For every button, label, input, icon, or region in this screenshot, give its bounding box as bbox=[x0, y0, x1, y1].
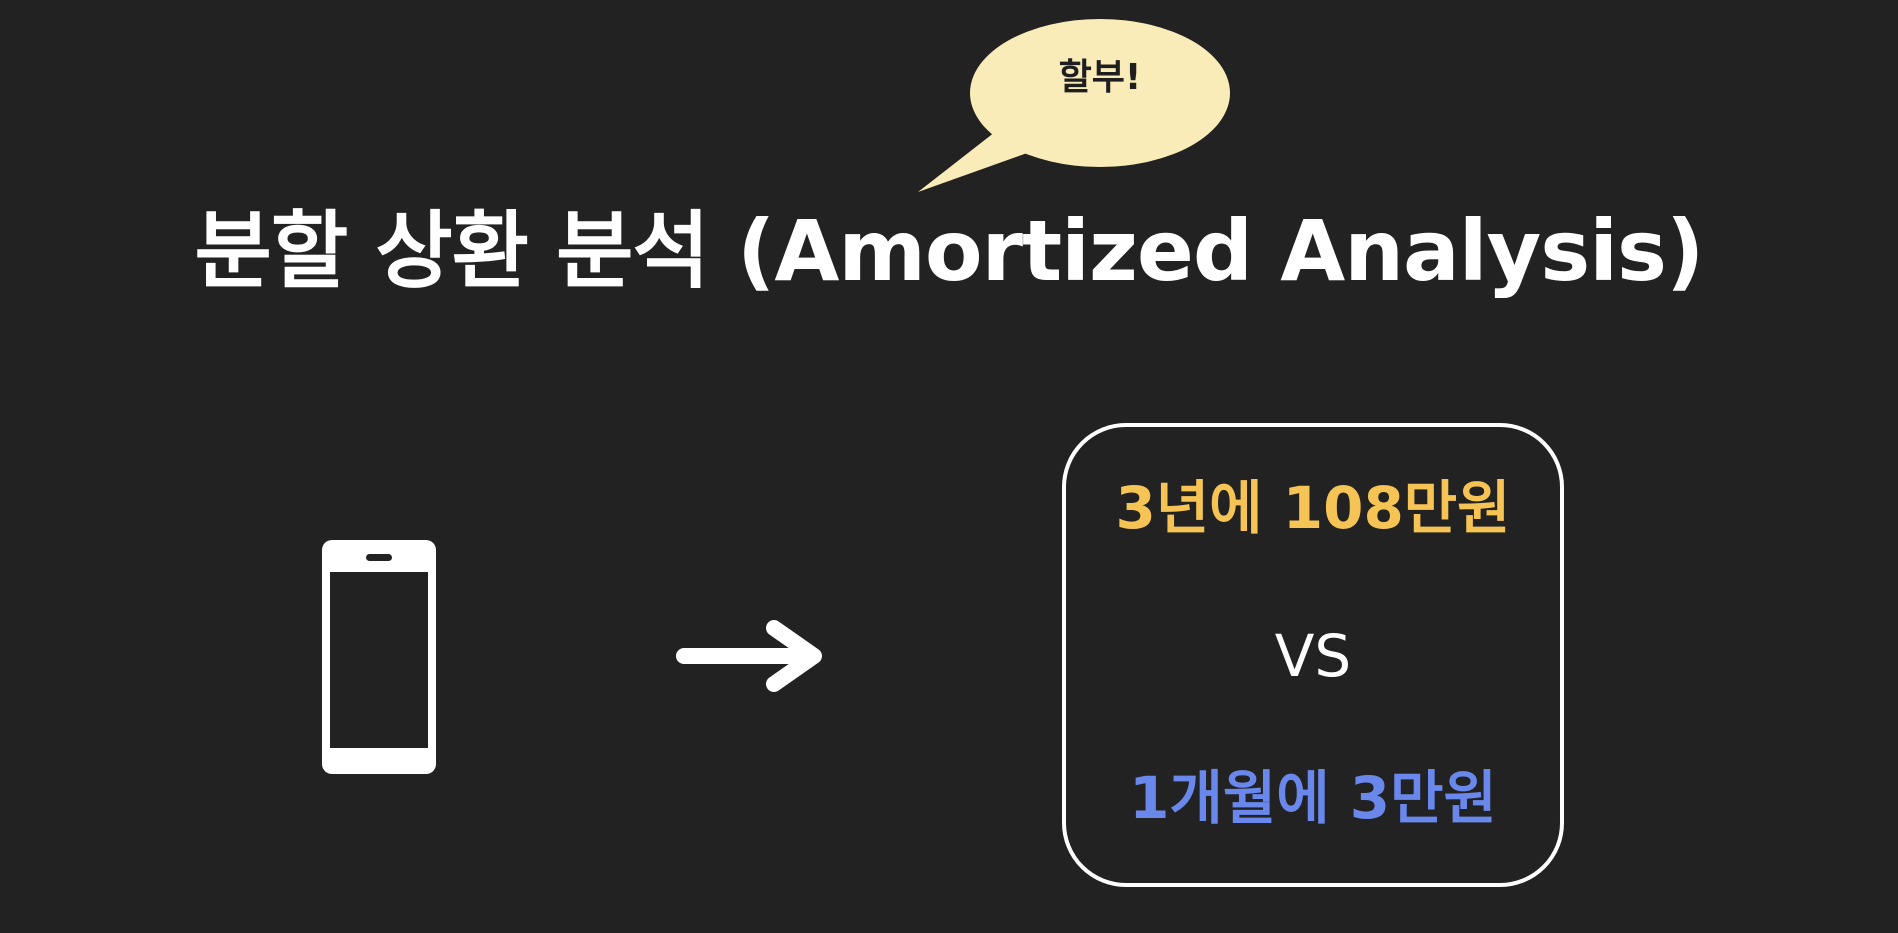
arrow-right-icon bbox=[676, 620, 822, 692]
option-three-years: 3년에 108만원 bbox=[1115, 474, 1511, 542]
bubble-text: 할부! bbox=[1058, 57, 1142, 98]
option-one-month: 1개월에 3만원 bbox=[1129, 764, 1497, 832]
page-title: 분할 상환 분석 (Amortized Analysis) bbox=[194, 202, 1705, 300]
comparison-box: 3년에 108만원 VS 1개월에 3만원 bbox=[1062, 423, 1564, 887]
speech-bubble-icon bbox=[918, 19, 1230, 192]
vs-label: VS bbox=[1274, 622, 1352, 690]
smartphone-icon bbox=[322, 540, 436, 774]
